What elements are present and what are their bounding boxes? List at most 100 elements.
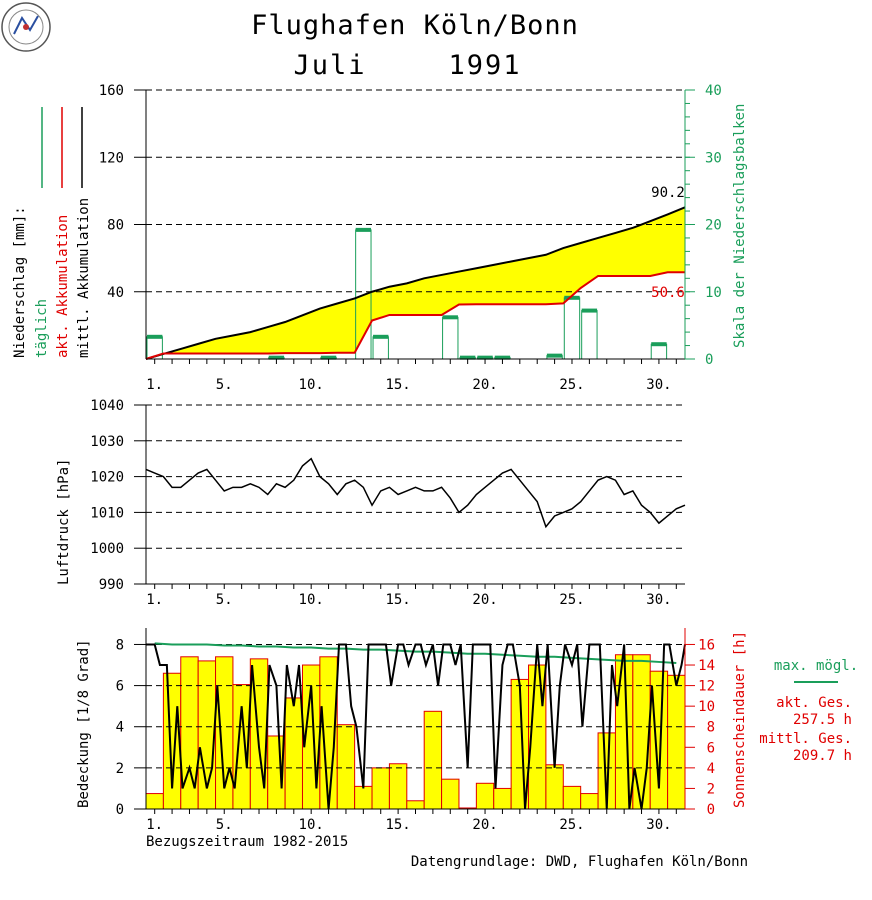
dwd-logo-icon bbox=[1, 2, 51, 52]
daily-precip-bar bbox=[581, 310, 598, 360]
mean-total-label: mittl. Ges. bbox=[759, 731, 852, 747]
x-tick-label: 25. bbox=[559, 377, 584, 393]
x-tick-label: 30. bbox=[646, 377, 671, 393]
y-tick-label: 120 bbox=[99, 150, 124, 166]
y-tick-label: 80 bbox=[107, 218, 124, 234]
pressure-panel: 990 1000 1010 1020 1030 1040 1. 5. 10. 15. 20. 25. 3… bbox=[90, 398, 686, 608]
x-tick-label: 10. bbox=[299, 377, 324, 393]
y-tick-label: 990 bbox=[99, 577, 124, 593]
y2-tick-label: 10 bbox=[705, 285, 722, 301]
sunshine-bar bbox=[493, 787, 512, 810]
chart-title: Flughafen Köln/Bonn bbox=[251, 10, 579, 41]
precip-actual-label: akt. Akkumulation bbox=[55, 215, 71, 358]
sunshine-bar bbox=[423, 710, 443, 810]
sunshine-bar bbox=[545, 764, 564, 810]
x-tick-label: 1. bbox=[146, 817, 163, 833]
y2-tick-label: 8 bbox=[707, 720, 715, 736]
actual-accum-end-label: 50.6 bbox=[651, 285, 685, 301]
daily-precip-bar bbox=[563, 297, 581, 360]
sunshine-bar bbox=[475, 782, 495, 810]
daily-precip-bar bbox=[372, 336, 389, 360]
x-tick-label: 5. bbox=[216, 377, 233, 393]
x-tick-label: 20. bbox=[472, 377, 497, 393]
y2-tick-label: 12 bbox=[698, 679, 715, 695]
y2-tick-label: 30 bbox=[705, 150, 722, 166]
y-tick-label: 160 bbox=[99, 83, 124, 99]
mean-accum-end-label: 90.2 bbox=[651, 185, 685, 201]
x-tick-label: 1. bbox=[146, 592, 163, 608]
x-tick-label: 10. bbox=[299, 817, 324, 833]
y-tick-label: 4 bbox=[116, 720, 124, 736]
y2-tick-label: 10 bbox=[698, 699, 715, 715]
sunshine-bar bbox=[632, 654, 651, 810]
x-tick-label: 5. bbox=[216, 817, 233, 833]
precip-mean-label: mittl. Akkumulation bbox=[76, 198, 92, 358]
y-tick-label: 1020 bbox=[90, 470, 124, 486]
precip-legend: Niederschlag [mm]: täglich akt. Akkumula… bbox=[12, 107, 92, 358]
x-tick-label: 15. bbox=[385, 592, 410, 608]
x-tick-label: 15. bbox=[385, 377, 410, 393]
sunshine-bar bbox=[667, 674, 686, 810]
cloud-axis-label: Bedeckung [1/8 Grad] bbox=[76, 639, 92, 808]
y2-tick-label: 4 bbox=[707, 761, 715, 777]
mean-accum-line bbox=[145, 206, 686, 360]
sunshine-bar bbox=[562, 785, 582, 810]
y2-tick-label: 2 bbox=[707, 781, 715, 797]
sunshine-bar bbox=[406, 800, 425, 810]
actual-total-value: 257.5 h bbox=[793, 712, 852, 728]
y-tick-label: 1030 bbox=[90, 434, 124, 450]
daily-precip-bar bbox=[442, 316, 459, 360]
x-tick-label: 20. bbox=[472, 592, 497, 608]
sunshine-bar bbox=[614, 654, 634, 810]
y-tick-label: 8 bbox=[116, 637, 124, 653]
sunshine-bar bbox=[441, 778, 460, 810]
x-tick-label: 25. bbox=[559, 817, 584, 833]
sunshine-bar bbox=[145, 793, 164, 810]
cloud-cover-line bbox=[146, 643, 686, 810]
sunshine-bar bbox=[580, 793, 599, 810]
actual-accum-line bbox=[145, 271, 685, 360]
precip-unit-label: Niederschlag [mm]: bbox=[12, 206, 28, 358]
mean-total-value: 209.7 h bbox=[793, 748, 852, 764]
x-tick-label: 5. bbox=[216, 592, 233, 608]
y-tick-label: 2 bbox=[116, 761, 124, 777]
y2-tick-label: 14 bbox=[698, 658, 715, 674]
data-source: Datengrundlage: DWD, Flughafen Köln/Bonn bbox=[411, 854, 748, 870]
x-tick-label: 25. bbox=[559, 592, 584, 608]
sunshine-bar bbox=[284, 697, 303, 810]
y2-tick-label: 6 bbox=[707, 740, 715, 756]
max-sunshine-line bbox=[154, 642, 677, 664]
precip-panel: 40 80 120 160 90.2 50.6 0 10 20 30 40 1. 5. 10. 15. 20.… bbox=[99, 83, 722, 393]
max-possible-label: max. mögl. bbox=[774, 658, 858, 674]
pressure-axis-label: Luftdruck [hPa] bbox=[56, 459, 72, 585]
x-tick-label: 15. bbox=[385, 817, 410, 833]
sunshine-legend: max. mögl. akt. Ges. 257.5 h mittl. Ges.… bbox=[759, 658, 858, 764]
y2-tick-label: 0 bbox=[707, 802, 715, 818]
y-tick-label: 1010 bbox=[90, 505, 124, 521]
pressure-line bbox=[145, 457, 686, 529]
sunshine-axis-label: Sonnenscheindauer [h] bbox=[732, 631, 748, 808]
y-tick-label: 1000 bbox=[90, 541, 124, 557]
y2-tick-label: 0 bbox=[705, 352, 713, 368]
x-tick-label: 20. bbox=[472, 817, 497, 833]
actual-total-label: akt. Ges. bbox=[776, 695, 852, 711]
sunshine-bar bbox=[388, 763, 408, 810]
precip-daily-label: täglich bbox=[34, 299, 50, 358]
y2-tick-label: 20 bbox=[705, 218, 722, 234]
daily-precip-bar bbox=[650, 343, 668, 360]
x-tick-label: 30. bbox=[646, 592, 671, 608]
reference-period: Bezugszeitraum 1982-2015 bbox=[146, 834, 348, 850]
y2-tick-label: 40 bbox=[705, 83, 722, 99]
accum-difference-area bbox=[146, 207, 685, 359]
sunshine-bar bbox=[354, 785, 373, 810]
sunshine-bar bbox=[371, 767, 390, 810]
sunshine-bar bbox=[162, 672, 182, 810]
y-tick-label: 0 bbox=[116, 802, 124, 818]
y-tick-label: 6 bbox=[116, 679, 124, 695]
sunshine-bar bbox=[336, 724, 356, 810]
y-tick-label: 1040 bbox=[90, 398, 124, 414]
x-tick-label: 30. bbox=[646, 817, 671, 833]
x-tick-label: 10. bbox=[299, 592, 324, 608]
y2-tick-label: 16 bbox=[698, 637, 715, 653]
